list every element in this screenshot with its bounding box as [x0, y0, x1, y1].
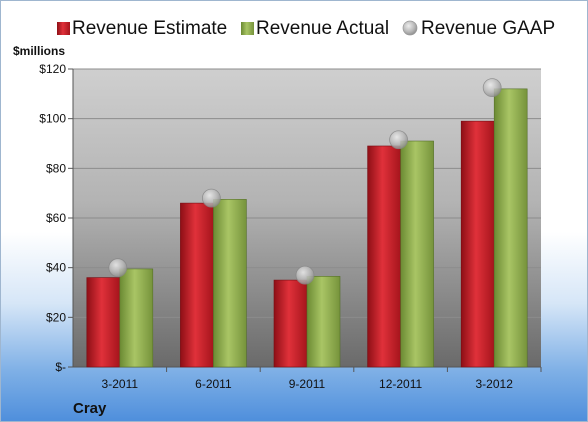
plot-area: $- $20 $40 $60 $80 $100 $120 3-2011 6-2011 9-2011… [39, 62, 542, 391]
x-tick-label: 6-2011 [195, 377, 232, 391]
y-tick-label: $80 [46, 161, 66, 175]
marker-revenue-gaap [201, 188, 221, 208]
bar-revenue-actual [400, 140, 434, 368]
legend-item-actual: Revenue Actual [241, 18, 389, 39]
legend-label-gaap: Revenue GAAP [421, 18, 555, 39]
bar-revenue-estimate [86, 277, 121, 368]
x-tick-label: 3-2011 [102, 377, 139, 391]
marker-revenue-gaap [389, 130, 409, 150]
legend-swatch-actual [241, 22, 254, 35]
bar-revenue-estimate [367, 145, 401, 368]
legend-swatch-estimate [57, 22, 70, 35]
company-label: Cray [73, 400, 107, 417]
legend-label-actual: Revenue Actual [256, 18, 389, 39]
legend-item-estimate: Revenue Estimate [57, 18, 227, 39]
bar-revenue-actual [119, 268, 154, 368]
bar-revenue-actual [213, 199, 247, 368]
legend-label-estimate: Revenue Estimate [72, 18, 227, 39]
y-axis-unit-label: $millions [13, 44, 65, 58]
x-tick-label: 3-2012 [476, 377, 514, 391]
y-tick-label: $120 [39, 62, 66, 76]
bar-revenue-estimate [180, 202, 214, 368]
bar-revenue-actual [306, 276, 341, 368]
x-tick-label: 9-2011 [289, 377, 326, 391]
y-tick-label: $60 [46, 211, 66, 225]
y-tick-label: $20 [46, 310, 66, 324]
marker-revenue-gaap [482, 78, 502, 98]
legend-swatch-gaap [402, 20, 418, 36]
x-tick-label: 12-2011 [379, 377, 422, 391]
y-tick-label: $100 [39, 112, 66, 126]
y-tick-label: $40 [46, 261, 66, 275]
marker-revenue-gaap [108, 258, 128, 278]
legend-item-gaap: Revenue GAAP [402, 18, 555, 39]
bar-revenue-actual [493, 88, 528, 368]
legend: Revenue Estimate Revenue Actual Revenue … [57, 18, 555, 39]
bar-revenue-estimate [273, 279, 308, 368]
bar-revenue-estimate [460, 120, 495, 368]
marker-revenue-gaap [295, 265, 315, 285]
y-tick-label: $- [55, 360, 66, 374]
